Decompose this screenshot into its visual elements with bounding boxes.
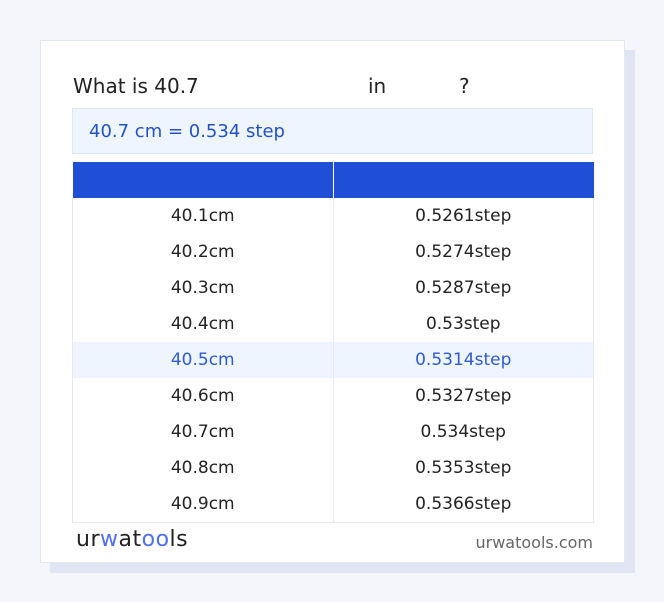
cell-step: 0.5353step (332, 450, 594, 486)
cell-cm: 40.1cm (72, 198, 334, 234)
cell-step: 0.53step (332, 306, 594, 342)
cell-step: 0.5274step (332, 234, 594, 270)
table-row: 40.7cm 0.534step (72, 414, 594, 450)
title-suffix: ? (459, 74, 470, 98)
cell-cm: 40.2cm (72, 234, 334, 270)
title-prefix: What is 40.7 (73, 74, 199, 98)
table-row: 40.5cm 0.5314step (72, 342, 594, 378)
cell-step: 0.5287step (332, 270, 594, 306)
title-middle: in (368, 74, 387, 98)
cell-step: 0.5261step (332, 198, 594, 234)
cell-cm: 40.6cm (72, 378, 334, 414)
conversion-table: 40.1cm 0.5261step 40.2cm 0.5274step 40.3cm 0.… (72, 162, 594, 523)
cell-step: 0.5314step (332, 342, 594, 378)
converter-card: What is 40.7 in ? 40.7 cm = 0.534 step 4… (40, 40, 625, 563)
page-title: What is 40.7 in ? (73, 74, 470, 194)
urwatools-logo: urwatools (76, 527, 189, 552)
site-url[interactable]: urwatools.com (475, 533, 594, 552)
result-box: 40.7 cm = 0.534 step (72, 108, 593, 154)
table-row: 40.6cm 0.5327step (72, 378, 594, 414)
cell-cm: 40.7cm (72, 414, 334, 450)
header-step (333, 162, 594, 198)
cell-step: 0.5327step (332, 378, 594, 414)
cell-step: 0.5366step (332, 486, 594, 523)
cell-cm: 40.4cm (72, 306, 334, 342)
header-cm (72, 162, 334, 198)
table-row: 40.3cm 0.5287step (72, 270, 594, 306)
cell-cm: 40.5cm (72, 342, 334, 378)
table-row: 40.2cm 0.5274step (72, 234, 594, 270)
table-header (72, 162, 594, 198)
table-row: 40.9cm 0.5366step (72, 486, 594, 523)
table-row: 40.1cm 0.5261step (72, 198, 594, 234)
cell-cm: 40.3cm (72, 270, 334, 306)
cell-cm: 40.9cm (72, 486, 334, 523)
table-row: 40.4cm 0.53step (72, 306, 594, 342)
cell-step: 0.534step (332, 414, 594, 450)
cell-cm: 40.8cm (72, 450, 334, 486)
table-row: 40.8cm 0.5353step (72, 450, 594, 486)
